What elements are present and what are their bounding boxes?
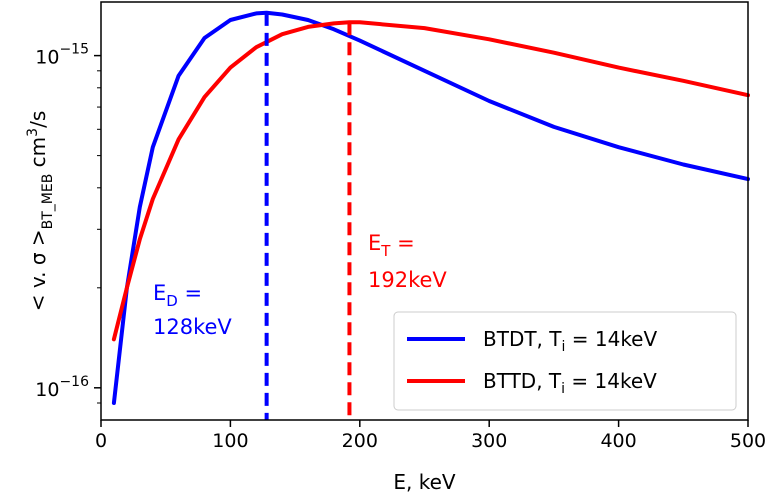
plot-frame: [100, 1, 749, 421]
x-tick-label-1: 100: [212, 430, 248, 452]
marker-label-0: ED =: [153, 281, 202, 310]
series-lines: [111, 10, 750, 405]
legend-label-bttd: BTTD, Ti = 14keV: [483, 369, 657, 397]
x-tick-label-0: 0: [95, 430, 107, 452]
x-tick-label-3: 300: [471, 430, 507, 452]
marker-label-1: ET =: [368, 231, 415, 260]
y-tick-label-1: 10−16: [35, 374, 89, 401]
y-label-prefix: < v. σ >: [26, 229, 50, 311]
legend: BTDT, Ti = 14keV BTTD, Ti = 14keV: [393, 311, 737, 411]
x-axis-ticks: 0 100 200 300 400 500: [95, 420, 766, 452]
x-tick-label-2: 200: [342, 430, 378, 452]
y-tick-label-0: 10−15: [35, 42, 89, 69]
y-axis-label: < v. σ >BT_MEB cm3/s: [25, 111, 56, 312]
y-label-suffix: cm: [26, 137, 50, 174]
series-line-1: [111, 20, 750, 342]
series-line-0: [111, 10, 750, 405]
legend-label-btdt: BTDT, Ti = 14keV: [483, 327, 657, 355]
marker-annotations: ED = 128keV ET = 192keV: [153, 231, 447, 339]
marker-value-1: 192keV: [368, 268, 447, 292]
x-tick-label-5: 500: [730, 430, 766, 452]
y-label-superscript: 3: [25, 128, 41, 137]
energy-markers: [264, 12, 352, 420]
marker-value-0: 128keV: [153, 315, 232, 339]
y-axis-ticks: 10−15 10−16: [35, 42, 101, 404]
x-axis-label: E, keV: [393, 470, 456, 494]
x-tick-label-4: 400: [600, 430, 636, 452]
y-label-subscript: BT_MEB: [40, 174, 56, 230]
legend-box: [393, 311, 737, 411]
y-label-tail: /s: [26, 111, 50, 128]
